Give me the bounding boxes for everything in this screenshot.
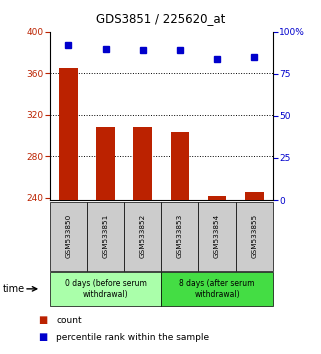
Bar (96, 127, 115, 200)
Text: 8 days (after serum
withdrawal): 8 days (after serum withdrawal) (179, 279, 255, 299)
Bar (170, 131, 189, 200)
Text: GSM533852: GSM533852 (140, 214, 146, 258)
Text: percentile rank within the sample: percentile rank within the sample (56, 332, 209, 342)
Text: time: time (3, 284, 25, 294)
Text: GSM533855: GSM533855 (251, 214, 257, 258)
Text: GSM533851: GSM533851 (102, 214, 108, 258)
Text: 0 days (before serum
withdrawal): 0 days (before serum withdrawal) (65, 279, 146, 299)
Text: GSM533854: GSM533854 (214, 214, 220, 258)
Text: GSM533853: GSM533853 (177, 214, 183, 258)
Bar (134, 127, 152, 200)
Bar (208, 196, 226, 200)
Text: ■: ■ (39, 332, 48, 342)
Bar (245, 192, 264, 200)
Text: count: count (56, 316, 82, 325)
Text: GDS3851 / 225620_at: GDS3851 / 225620_at (96, 12, 225, 25)
Bar (59, 68, 78, 200)
Text: GSM533850: GSM533850 (65, 214, 71, 258)
Text: ■: ■ (39, 315, 48, 325)
